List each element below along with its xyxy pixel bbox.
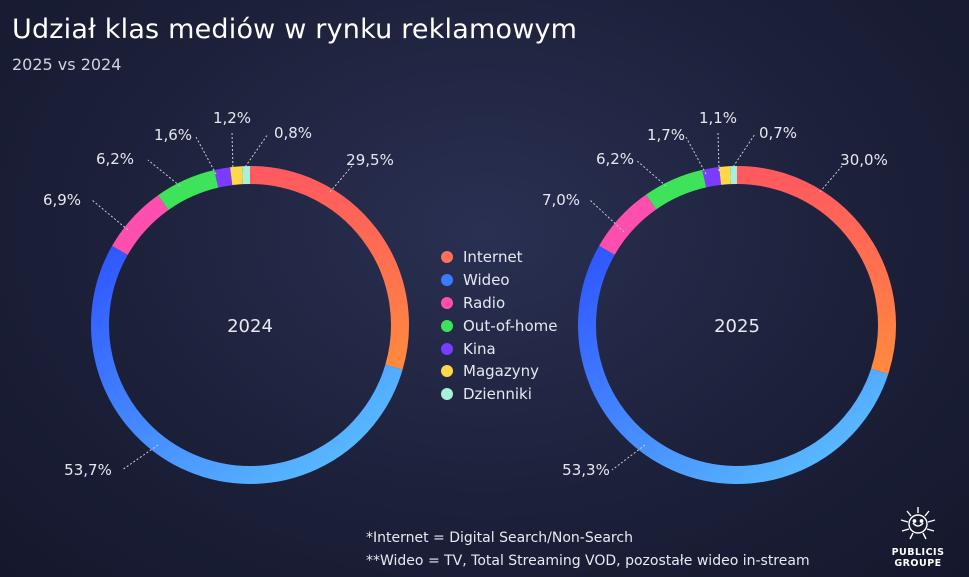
data-label: 6,9% [43,191,81,209]
data-label: 1,1% [699,109,737,127]
footnotes: *Internet = Digital Search/Non-Search **… [366,527,810,573]
logo-text-publicis: PUBLICIS [891,547,945,558]
legend-label: Magazyny [463,362,539,381]
legend-swatch-icon [441,365,453,378]
footnote-wideo: **Wideo = TV, Total Streaming VOD, pozos… [366,553,810,569]
data-label: 1,2% [213,109,251,127]
leader-line [611,444,646,471]
legend-label: Kina [463,339,496,358]
legend-item: Dzienniki [441,383,557,406]
legend-swatch-icon [441,251,453,264]
legend-label: Radio [463,293,506,312]
legend-swatch-icon [441,274,453,287]
leader-line [91,199,129,231]
donut-slice-magazyny [719,166,731,185]
legend-item: Wideo [441,269,557,292]
data-label: 53,3% [562,461,610,479]
data-label: 1,6% [154,126,192,144]
lion-emblem-icon [900,507,936,540]
donut-slice-magazyny [230,166,243,186]
legend-label: Out-of-home [463,316,558,335]
footnote-internet: *Internet = Digital Search/Non-Search [366,530,633,546]
data-label: 0,7% [759,124,797,142]
donut-slice-radio [112,195,169,256]
data-label: 6,2% [96,150,134,168]
legend-item: Out-of-home [441,314,557,337]
leader-line [717,131,720,172]
donut-2024: 2024 29,5% 53,7% 6,9% 6,2% 1,6% 1,2% 0,8% [43,109,409,484]
leader-line [730,133,756,171]
data-label: 0,8% [274,124,312,142]
donut-slice-internet [249,166,409,370]
leader-line [685,136,707,175]
leader-line [121,444,159,471]
legend-swatch-icon [441,319,453,332]
donut-slice-wideo [91,245,403,484]
legend-swatch-icon [441,296,453,309]
legend-item: Internet [441,246,557,269]
leader-line [242,133,269,171]
legend-swatch-icon [441,388,453,401]
logo-text-groupe: GROUPE [894,558,942,569]
legend-label: Wideo [463,271,510,290]
legend: Internet Wideo Radio Out-of-home Kina Ma… [441,246,557,406]
donut-slice-kina [702,167,722,188]
legend-item: Radio [441,292,557,315]
leader-line [195,136,217,175]
chart-subtitle: 2025 vs 2024 [12,55,122,74]
donut-2025: 2025 30,0% 53,3% 7,0% 6,2% 1,7% 1,1% 0,7% [542,109,896,484]
legend-item: Magazyny [441,360,557,383]
donut-slice-out-of-home [158,170,219,211]
leader-line [147,159,181,187]
publicis-logo: PUBLICIS GROUPE [878,503,958,573]
donut-slice-kina [214,167,233,188]
legend-swatch-icon [441,342,453,355]
data-label: 53,7% [64,461,112,479]
donut-slice-out-of-home [645,169,707,210]
donut-center-label: 2025 [714,316,760,337]
leader-line [231,131,234,172]
data-label: 7,0% [542,191,580,209]
data-label: 1,7% [647,126,685,144]
donut-center-label: 2024 [227,316,273,337]
donut-slice-radio [599,194,657,255]
leader-line [819,165,843,193]
legend-item: Kina [441,337,557,360]
leader-line [329,165,353,193]
legend-label: Internet [463,248,523,267]
data-label: 29,5% [346,151,394,169]
donut-slice-wideo [578,245,889,484]
legend-label: Dzienniki [463,385,532,404]
donut-slice-internet [736,166,896,375]
chart-title: Udział klas mediów w rynku reklamowym [12,14,578,45]
leader-line [635,159,667,187]
data-label: 30,0% [840,151,888,169]
data-label: 6,2% [596,150,634,168]
